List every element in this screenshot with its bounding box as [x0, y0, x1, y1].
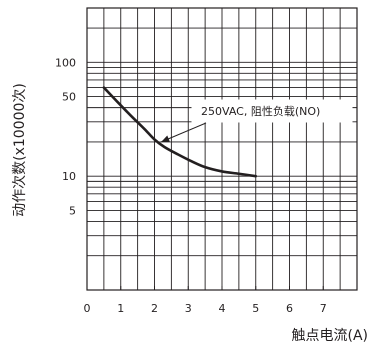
grid	[87, 8, 357, 290]
y-axis-label: 动作次数(x10000次)	[12, 83, 28, 217]
annotation-arrowhead	[161, 135, 170, 143]
x-tick-label: 3	[185, 302, 192, 315]
axes	[86, 7, 358, 291]
x-tick-label: 7	[320, 302, 327, 315]
y-tick-label: 10	[62, 170, 76, 183]
x-tick-label: 6	[286, 302, 293, 315]
y-tick-label: 100	[55, 56, 76, 69]
series-line	[102, 86, 258, 178]
annotation: 250VAC, 阻性负载(NO)	[161, 99, 353, 143]
x-tick-label: 5	[252, 302, 259, 315]
x-tick-label: 1	[117, 302, 124, 315]
x-tick-labels: 0 1 2 3 4 5 6 7	[84, 302, 327, 315]
annotation-box	[191, 99, 353, 123]
series-layer	[102, 86, 258, 178]
annotation-leader-line	[161, 122, 207, 143]
y-tick-label: 50	[62, 91, 76, 104]
x-tick-label: 0	[84, 302, 91, 315]
x-axis-label: 触点电流(A)	[291, 328, 368, 344]
y-tick-label: 5	[69, 204, 76, 217]
annotation-label: 250VAC, 阻性负载(NO)	[201, 104, 320, 118]
x-tick-label: 2	[151, 302, 158, 315]
x-tick-label: 4	[219, 302, 226, 315]
y-tick-labels: 100 50 10 5	[55, 56, 76, 217]
